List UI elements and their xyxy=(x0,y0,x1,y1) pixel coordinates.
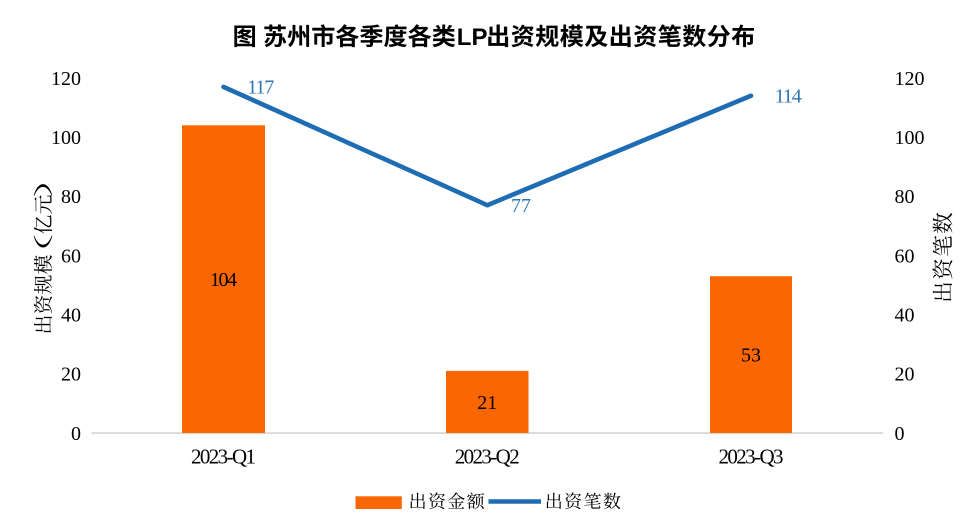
svg-text:21: 21 xyxy=(477,392,497,414)
svg-text:2023-Q1: 2023-Q1 xyxy=(191,445,256,469)
svg-text:114: 114 xyxy=(775,85,802,107)
svg-text:LP: LP xyxy=(457,24,488,51)
svg-text:120: 120 xyxy=(51,68,81,90)
svg-text:40: 40 xyxy=(61,305,81,327)
svg-text:0: 0 xyxy=(71,423,81,445)
svg-text:104: 104 xyxy=(210,269,237,291)
svg-text:53: 53 xyxy=(741,345,761,367)
svg-text:20: 20 xyxy=(61,364,81,386)
svg-text:0: 0 xyxy=(895,423,905,445)
svg-text:20: 20 xyxy=(895,364,915,386)
svg-text:80: 80 xyxy=(895,186,915,208)
svg-text:100: 100 xyxy=(895,127,925,149)
svg-text:117: 117 xyxy=(247,77,274,99)
svg-text:60: 60 xyxy=(61,245,81,267)
svg-text:2023-Q3: 2023-Q3 xyxy=(719,445,784,469)
svg-text:40: 40 xyxy=(895,305,915,327)
svg-text:2023-Q2: 2023-Q2 xyxy=(455,445,520,469)
svg-text:120: 120 xyxy=(895,68,925,90)
svg-text:60: 60 xyxy=(895,245,915,267)
svg-text:100: 100 xyxy=(51,127,81,149)
svg-text:77: 77 xyxy=(511,195,531,217)
svg-text:80: 80 xyxy=(61,186,81,208)
